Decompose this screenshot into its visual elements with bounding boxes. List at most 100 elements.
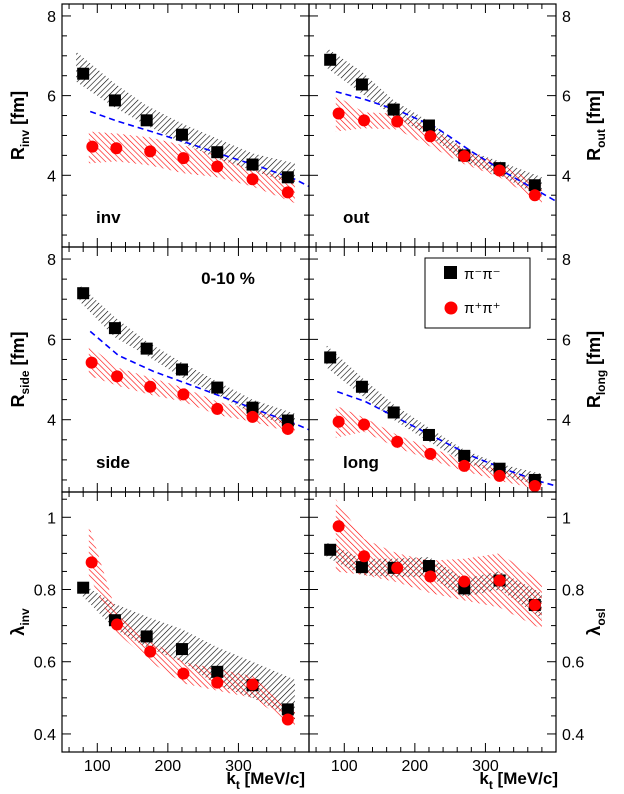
- y-label-sub: out: [594, 129, 608, 148]
- pip-point: [177, 152, 190, 165]
- y-label-sub: inv: [18, 608, 32, 626]
- pim-point: [175, 643, 188, 656]
- pim-point: [77, 287, 90, 300]
- x-tick-label: 200: [155, 758, 182, 775]
- pim-point: [422, 560, 435, 573]
- y-label-unit: [fm]: [8, 331, 28, 370]
- pim-point: [211, 665, 224, 678]
- pip-point: [458, 150, 471, 163]
- pim-systematic-band: [326, 345, 542, 486]
- pim-point: [175, 363, 188, 376]
- pim-point: [211, 381, 224, 394]
- legend-label-pim: π⁻π⁻: [464, 266, 501, 283]
- y-tick-label: 0.4: [34, 727, 56, 744]
- panel-label-long: long: [343, 453, 379, 472]
- legend-marker-square: [444, 266, 457, 279]
- x-axis-main: k: [226, 769, 236, 788]
- pip-systematic-band: [335, 499, 542, 630]
- panel-plot-area: [76, 51, 309, 204]
- y-tick-label: 0.6: [34, 655, 56, 672]
- pip-systematic-band: [335, 95, 542, 204]
- x-axis-main: k: [479, 769, 489, 788]
- pim-point: [77, 67, 90, 80]
- pim-point: [324, 351, 337, 364]
- y-axis-label-lambda_osl: λosl: [584, 608, 608, 635]
- pip-point: [391, 115, 404, 128]
- y-label-main: R: [8, 147, 28, 160]
- pip-point: [391, 435, 404, 448]
- pip-point: [528, 599, 541, 612]
- panel-frame: [61, 491, 310, 753]
- pip-point: [281, 713, 294, 726]
- y-label-unit: [fm]: [584, 331, 604, 370]
- panel-label-side: side: [96, 453, 130, 472]
- y-tick-label: 4: [562, 413, 571, 430]
- pip-point: [85, 356, 98, 369]
- pim-point: [108, 322, 121, 335]
- pim-point: [246, 401, 259, 414]
- panel-lambda_inv: 0.4 0.6 0.8 1 100 200 300 λinv: [8, 491, 310, 775]
- y-tick-label: 6: [47, 332, 56, 349]
- y-tick-label: 8: [47, 252, 56, 269]
- legend: π⁻π⁻ π⁺π⁺: [424, 257, 531, 329]
- pip-point: [246, 410, 259, 423]
- x-axis-title-right: kt [MeV/c]: [479, 769, 558, 792]
- pim-point: [528, 179, 541, 192]
- pim-point: [281, 171, 294, 184]
- y-label-main: R: [584, 395, 604, 408]
- pim-systematic-band: [76, 51, 295, 186]
- x-tick-label: 300: [472, 758, 499, 775]
- pip-systematic-band: [88, 524, 295, 727]
- y-label-unit: [fm]: [584, 90, 604, 129]
- pip-point: [493, 164, 506, 177]
- pip-point: [144, 145, 157, 158]
- panel-plot-area: [77, 524, 295, 727]
- pim-point: [140, 630, 153, 643]
- pip-point: [281, 422, 294, 435]
- pip-point: [246, 173, 259, 186]
- panel-plot-area: [324, 47, 556, 204]
- pip-point: [144, 645, 157, 658]
- y-tick-label: 8: [562, 9, 571, 26]
- panel-plot-area: [324, 499, 542, 630]
- pip-point: [177, 388, 190, 401]
- x-axis-unit: [MeV/c]: [493, 769, 558, 788]
- pip-systematic-band: [88, 345, 295, 434]
- y-label-main: R: [8, 395, 28, 408]
- pim-point: [140, 114, 153, 127]
- panel-lambda_osl: 0.4 0.6 0.8 1 100 200 300 λosl: [308, 491, 608, 775]
- pim-point: [77, 581, 90, 594]
- panel-plot-area: [324, 345, 556, 492]
- pim-point: [324, 543, 337, 556]
- y-tick-label: 4: [47, 413, 56, 430]
- pip-point: [493, 574, 506, 587]
- pip-point: [424, 570, 437, 583]
- legend-marker-circle: [444, 301, 458, 315]
- y-label-sub: inv: [18, 130, 32, 148]
- y-axis-label-long: Rlong [fm]: [584, 331, 608, 408]
- pim-point: [355, 561, 368, 574]
- pip-systematic-band: [88, 131, 295, 204]
- pim-point: [324, 53, 337, 66]
- pim-point: [140, 342, 153, 355]
- y-label-unit: [fm]: [8, 91, 28, 130]
- y-tick-label: 0.8: [34, 583, 56, 600]
- x-tick-label: 200: [402, 758, 429, 775]
- pim-point: [175, 128, 188, 141]
- y-label-sub: long: [594, 370, 608, 395]
- pip-point: [391, 561, 404, 574]
- model-curve: [89, 110, 309, 188]
- x-axis-sub: t: [489, 778, 493, 792]
- pip-point: [424, 130, 437, 143]
- pip-point: [358, 114, 371, 127]
- x-axis-title-left: kt [MeV/c]: [226, 769, 305, 792]
- panel-label-out: out: [343, 208, 370, 227]
- pip-systematic-band: [335, 405, 542, 490]
- x-tick-label: 100: [331, 758, 358, 775]
- x-axis-unit: [MeV/c]: [240, 769, 305, 788]
- pip-point: [528, 479, 541, 492]
- x-tick-label: 100: [84, 758, 111, 775]
